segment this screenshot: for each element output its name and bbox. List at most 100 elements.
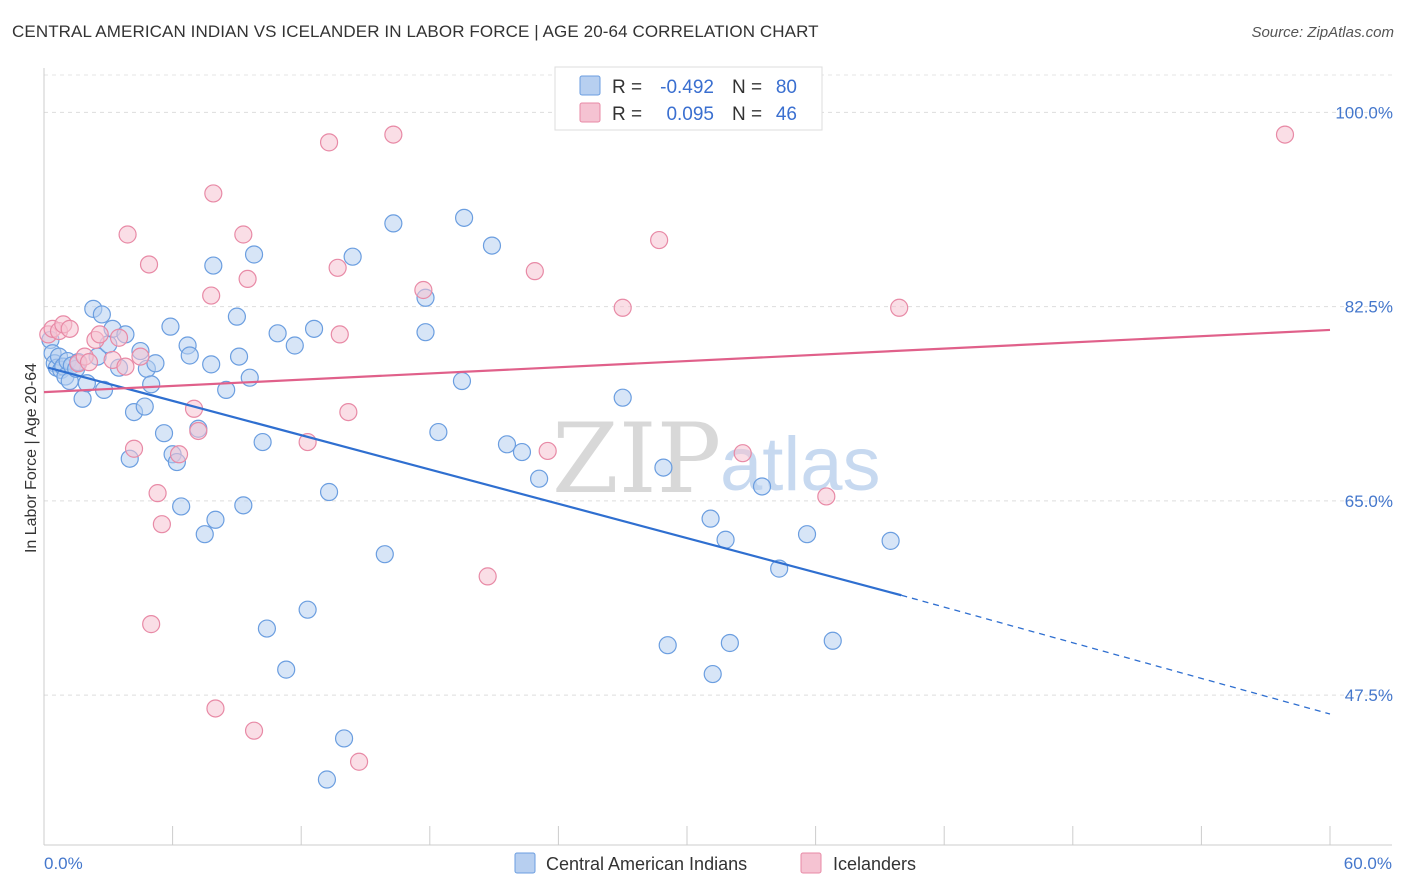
data-point	[206, 699, 225, 718]
bottom-legend-swatch-1	[514, 852, 536, 874]
data-point	[92, 305, 111, 324]
data-point	[658, 636, 677, 655]
data-point	[817, 487, 836, 506]
data-point	[530, 469, 549, 488]
series-legend: Central American Indians Icelanders	[514, 852, 916, 874]
data-point	[206, 510, 225, 529]
y-axis-label: In Labor Force | Age 20-64	[23, 363, 40, 553]
data-point	[285, 336, 304, 355]
data-point	[195, 525, 214, 544]
data-point	[497, 435, 517, 454]
data-point	[703, 664, 722, 684]
data-point	[268, 324, 287, 343]
x-tick-left: 0.0%	[44, 854, 83, 873]
legend-r-value-1: -0.492	[660, 77, 714, 98]
legend-n-value-2: 46	[776, 104, 797, 125]
data-point	[227, 307, 246, 326]
stats-legend: R = -0.492 N = 80 R = 0.095 N = 46	[554, 66, 823, 131]
data-point	[650, 230, 669, 250]
data-point	[189, 421, 208, 441]
data-point	[131, 347, 150, 366]
data-point	[752, 477, 772, 496]
data-point	[384, 214, 403, 233]
legend-n-label-2: N =	[732, 104, 762, 125]
data-point	[429, 422, 448, 442]
data-point	[478, 567, 497, 586]
trend-line-extension-central-american-indians	[901, 594, 1331, 715]
watermark-zip: ZIP	[552, 403, 721, 515]
data-point	[416, 323, 435, 342]
data-point	[109, 328, 129, 347]
data-point	[146, 354, 165, 373]
x-tick-right: 60.0%	[1344, 854, 1392, 873]
series-layer	[39, 125, 1295, 789]
legend-r-label-2: R =	[612, 104, 642, 125]
legend-swatch-icelanders	[579, 102, 601, 123]
y-tick-label: 47.5%	[1345, 686, 1393, 705]
data-point	[538, 441, 557, 461]
legend-n-label-1: N =	[732, 77, 762, 98]
data-point	[60, 319, 79, 338]
y-tick-label: 100.0%	[1335, 103, 1393, 122]
data-point	[244, 245, 264, 264]
data-point	[881, 531, 900, 550]
data-point	[257, 619, 277, 638]
trend-layer	[43, 328, 1331, 715]
data-point	[512, 442, 532, 462]
data-point	[135, 397, 154, 416]
chart-title: CENTRAL AMERICAN INDIAN VS ICELANDER IN …	[12, 22, 819, 41]
data-point	[202, 286, 221, 305]
data-point	[720, 633, 739, 653]
data-point	[73, 389, 92, 408]
data-point	[319, 482, 339, 502]
data-point	[349, 752, 369, 771]
data-point	[244, 721, 264, 740]
data-point	[330, 325, 349, 344]
data-point	[204, 184, 223, 203]
data-point	[319, 133, 339, 152]
data-point	[454, 208, 474, 227]
data-point	[142, 375, 161, 394]
data-point	[304, 319, 324, 338]
data-point	[161, 317, 180, 336]
source-credit: Source: ZipAtlas.com	[1251, 24, 1394, 41]
bottom-legend-label-2: Icelanders	[833, 854, 916, 874]
bottom-legend-label-1: Central American Indians	[546, 854, 747, 874]
bottom-legend-swatch-2	[800, 852, 822, 874]
data-point	[204, 256, 223, 275]
data-point	[142, 615, 161, 634]
data-point	[733, 444, 752, 463]
data-point	[90, 325, 109, 344]
data-point	[298, 600, 317, 619]
data-point	[116, 357, 135, 376]
data-point	[234, 225, 253, 244]
data-point	[234, 496, 253, 515]
data-point	[1275, 125, 1295, 144]
data-point	[169, 445, 189, 464]
legend-n-value-1: 80	[776, 77, 797, 98]
y-tick-label: 82.5%	[1345, 298, 1393, 317]
data-point	[613, 388, 632, 407]
data-point	[343, 247, 362, 266]
data-point	[339, 403, 358, 422]
data-point	[701, 509, 720, 528]
data-point	[240, 368, 259, 387]
data-point	[238, 269, 257, 288]
data-point	[823, 631, 842, 650]
data-point	[79, 353, 99, 372]
data-point	[118, 225, 137, 244]
data-point	[797, 525, 817, 544]
data-point	[217, 380, 236, 399]
data-point	[317, 770, 337, 789]
data-point	[452, 371, 472, 391]
data-point	[180, 346, 199, 365]
data-point	[172, 497, 191, 516]
data-point	[613, 298, 632, 317]
y-tick-label: 65.0%	[1345, 492, 1393, 511]
legend-r-label-1: R =	[612, 77, 642, 98]
data-point	[328, 258, 347, 277]
data-point	[154, 424, 174, 443]
data-point	[375, 545, 394, 564]
data-point	[253, 432, 272, 452]
data-point	[334, 729, 354, 748]
